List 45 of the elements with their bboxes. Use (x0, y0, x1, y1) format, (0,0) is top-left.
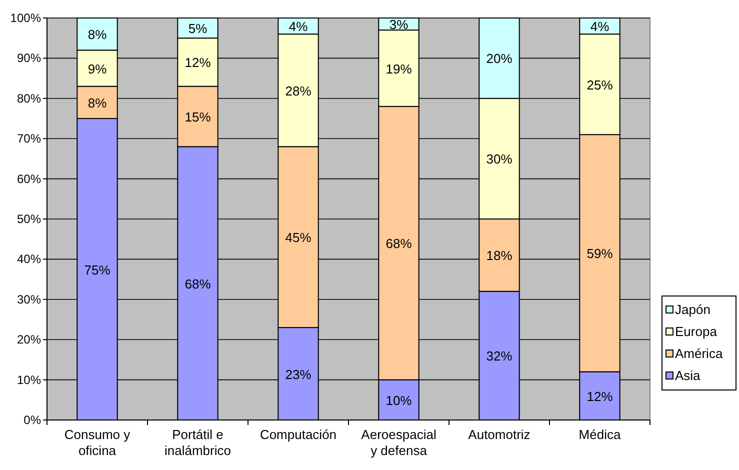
y-tick-label: 30% (16, 292, 42, 306)
data-label: 9% (88, 61, 108, 76)
data-label: 8% (88, 95, 108, 110)
data-label: 59% (586, 246, 614, 262)
data-label: 4% (590, 19, 610, 34)
y-tick-label: 20% (16, 332, 42, 347)
y-tick-label: 80% (16, 91, 42, 106)
y-tick-label: 50% (16, 212, 42, 226)
x-tick-label: Automotriz (468, 427, 530, 442)
y-tick-label: 70% (16, 132, 42, 146)
x-tick-label: Consumo y oficina (64, 427, 131, 458)
data-label: 25% (586, 77, 614, 92)
y-tick-label: 40% (16, 252, 42, 266)
data-label: 32% (486, 348, 513, 364)
y-tick-label: 0% (24, 413, 42, 427)
legend-label: Asia (675, 368, 702, 383)
data-label: 68% (184, 276, 212, 292)
x-tick-label: Aeroespacial y defensa (361, 427, 436, 458)
data-label: 4% (288, 19, 308, 34)
data-label: 20% (486, 51, 513, 66)
data-label: 12% (184, 55, 212, 70)
data-label: 28% (285, 83, 312, 98)
x-tick-label: Médica (578, 427, 622, 442)
data-label: 23% (285, 366, 312, 382)
data-label: 18% (486, 248, 513, 264)
data-label: 5% (188, 21, 208, 36)
y-tick-label: 100% (10, 11, 42, 25)
data-label: 45% (285, 230, 312, 246)
data-label: 19% (386, 61, 412, 76)
legend-label: Europa (675, 324, 718, 339)
x-tick-label: Computación (260, 427, 337, 442)
legend-label: Japón (675, 302, 710, 317)
y-tick-label: 90% (16, 51, 42, 66)
legend-label: América (675, 346, 724, 361)
data-label: 10% (386, 392, 412, 408)
data-label: 3% (389, 17, 409, 32)
data-label: 30% (486, 152, 513, 167)
data-label: 68% (386, 236, 412, 252)
data-label: 75% (84, 262, 111, 278)
y-tick-label: 10% (16, 372, 42, 387)
data-label: 15% (184, 109, 212, 124)
x-tick-label: Portátil e inalámbrico (164, 427, 231, 458)
y-tick-label: 60% (16, 172, 42, 186)
data-label: 8% (88, 27, 108, 42)
data-label: 12% (586, 388, 614, 404)
